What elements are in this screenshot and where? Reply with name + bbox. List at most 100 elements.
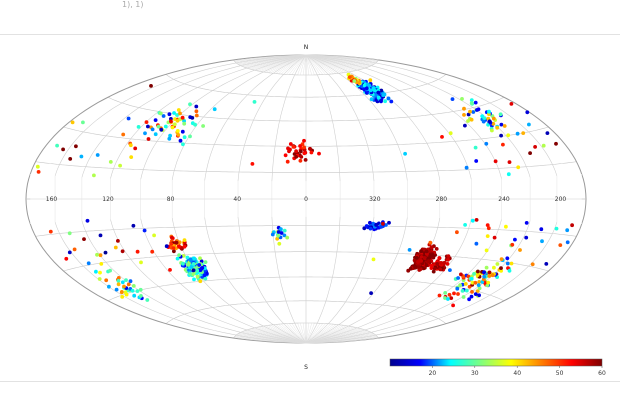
data-point [172, 249, 176, 254]
data-point [364, 86, 369, 91]
polar-meridian [294, 54, 307, 75]
data-point [298, 144, 302, 148]
polar-meridian [268, 325, 307, 344]
data-point [368, 220, 372, 225]
data-point [463, 123, 467, 128]
data-point [367, 83, 372, 88]
data-point [485, 223, 490, 228]
polar-meridian [305, 323, 315, 344]
data-point [434, 247, 439, 251]
data-point [414, 256, 419, 260]
data-point [131, 223, 136, 228]
data-point [461, 295, 466, 299]
data-point [98, 233, 103, 238]
data-point [191, 262, 196, 266]
data-point [506, 133, 511, 138]
data-point [291, 145, 296, 149]
polar-meridian [305, 54, 334, 74]
data-point [167, 112, 172, 117]
polar-meridian [303, 54, 307, 76]
data-point [130, 288, 135, 293]
data-point [175, 256, 180, 261]
polar-meridian [305, 323, 329, 344]
data-point [120, 280, 125, 285]
polar-meridian [297, 54, 307, 75]
data-point [505, 261, 510, 266]
data-point [182, 244, 187, 249]
data-point [443, 296, 447, 300]
polar-meridian [297, 323, 307, 344]
data-point [146, 137, 151, 141]
data-point [437, 256, 442, 260]
data-point [426, 259, 431, 264]
data-point [364, 224, 369, 228]
data-point [67, 231, 72, 236]
data-point [499, 269, 503, 273]
data-point [309, 150, 314, 155]
data-point [368, 88, 373, 93]
polar-meridian [300, 54, 307, 76]
data-point [362, 83, 367, 88]
polar-meridian [270, 324, 307, 344]
data-point [126, 116, 131, 121]
data-point [424, 249, 429, 254]
data-point [467, 284, 472, 289]
data-point [459, 272, 463, 277]
data-point [527, 122, 531, 127]
polar-meridian [305, 323, 326, 344]
data-point [371, 221, 376, 226]
data-point [419, 249, 423, 254]
data-point [463, 223, 467, 227]
data-point [510, 242, 515, 247]
data-point [429, 245, 434, 250]
caption-fragment: 1), 1) [122, 0, 144, 9]
polar-meridian [263, 54, 307, 73]
polar-meridian [278, 324, 307, 344]
data-point [451, 303, 455, 308]
polar-meridian [291, 54, 307, 75]
polar-meridian [305, 326, 351, 344]
data-point [170, 235, 174, 240]
data-point [430, 253, 435, 258]
data-point [195, 268, 200, 273]
longitude-tick-label: 200 [555, 196, 567, 203]
polar-meridian [233, 337, 307, 344]
data-point [513, 237, 517, 242]
data-point [446, 297, 450, 301]
data-point [474, 218, 479, 222]
data-point [504, 224, 508, 229]
data-point [499, 122, 504, 127]
polar-meridian [305, 323, 323, 344]
data-point [485, 234, 490, 239]
data-point [507, 160, 512, 164]
data-point [114, 287, 119, 292]
colorbar-tick-label: 40 [513, 370, 521, 377]
polar-meridian [261, 326, 307, 344]
data-point [502, 124, 507, 128]
data-point [194, 113, 199, 118]
data-point [495, 125, 500, 130]
data-point [282, 228, 287, 233]
data-point [132, 293, 137, 298]
data-point [294, 149, 298, 153]
data-point [408, 266, 413, 271]
polar-meridian [233, 54, 307, 61]
data-point [202, 273, 207, 278]
data-point [175, 118, 180, 123]
data-point [487, 274, 492, 278]
data-point [466, 274, 471, 279]
data-point [70, 120, 75, 125]
data-point [379, 98, 383, 103]
data-point [174, 240, 179, 245]
data-point [481, 119, 486, 124]
data-point [116, 282, 121, 287]
data-point [129, 155, 134, 159]
data-point [288, 142, 293, 146]
data-point [445, 262, 450, 266]
colorbar-tick-label: 20 [429, 370, 437, 377]
data-point [464, 288, 469, 293]
data-point [164, 244, 169, 249]
data-point [193, 122, 198, 127]
data-point [153, 118, 158, 122]
data-point [124, 278, 128, 282]
